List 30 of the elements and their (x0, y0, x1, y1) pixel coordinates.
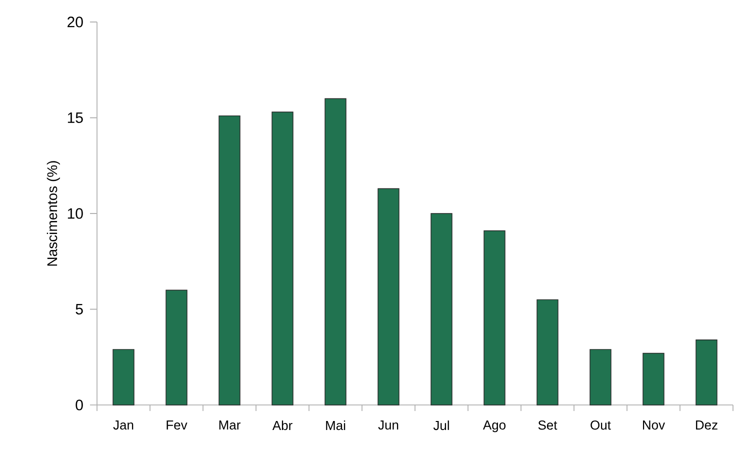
y-tick-label: 15 (68, 112, 83, 123)
x-tick-label: Nov (643, 420, 666, 430)
x-tick-label: Mai (326, 420, 346, 430)
x-tick-label: Jul (433, 420, 449, 430)
bar (378, 188, 400, 406)
bar (590, 349, 612, 406)
bar (642, 352, 664, 406)
bar (430, 213, 452, 406)
y-axis-title: Nascimentos (%) (46, 161, 60, 266)
y-tick-label: 20 (68, 16, 83, 28)
bar (536, 299, 558, 406)
x-tick-label: Jan (113, 420, 134, 430)
bar (166, 290, 188, 406)
bar (272, 112, 294, 406)
bar (324, 98, 346, 406)
y-tick-label: 0 (76, 400, 83, 410)
x-tick-label: Fev (166, 420, 188, 430)
x-tick-label: Set (538, 420, 558, 430)
x-tick-label: Out (590, 420, 611, 430)
bar (112, 349, 134, 406)
x-tick-label: Dez (696, 420, 718, 430)
y-tick-label: 5 (76, 304, 83, 314)
y-tick-label: 10 (68, 208, 83, 219)
x-tick-label: Mar (219, 420, 240, 430)
x-tick-label: Ago (482, 420, 506, 432)
x-tick-label: Jun (378, 420, 398, 430)
bar (696, 340, 718, 406)
bar (218, 115, 240, 406)
bar (484, 230, 506, 406)
x-tick-label: Abr (272, 420, 292, 430)
